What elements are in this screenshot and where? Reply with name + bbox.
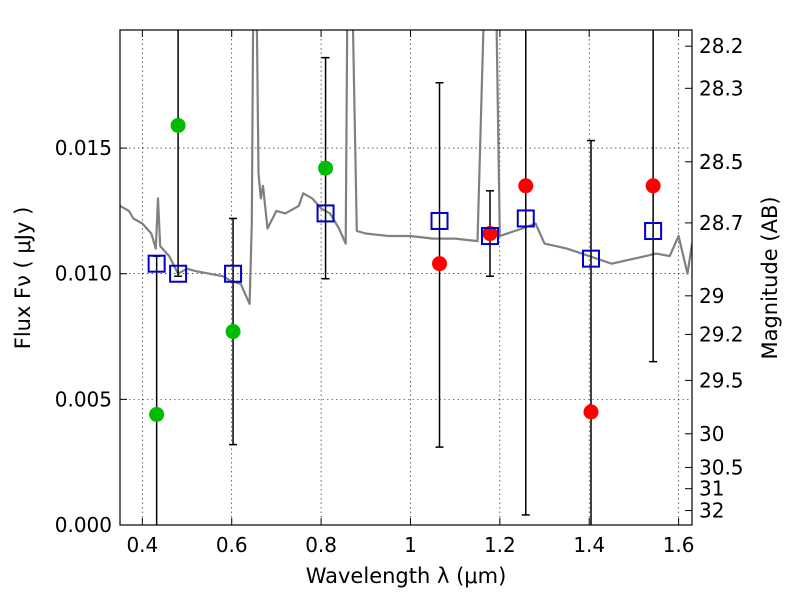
y-tick-label: 0.015	[55, 136, 112, 160]
green-data-point	[318, 160, 334, 176]
magnitude-tick-label: 30	[699, 422, 724, 446]
red-data-point	[645, 178, 661, 194]
x-axis-label: Wavelength λ (μm)	[306, 564, 507, 588]
green-data-point	[170, 117, 186, 133]
y-axis: 0.000 0.005 0.010 0.015	[55, 136, 127, 537]
magnitude-tick-label: 30.5	[699, 455, 744, 479]
red-data-point	[432, 256, 448, 272]
magnitude-axis-label: Magnitude (AB)	[758, 196, 782, 359]
x-tick-label: 1.4	[573, 533, 605, 557]
x-tick-label: 1.2	[484, 533, 516, 557]
y-tick-label: 0.010	[55, 262, 112, 286]
model-photometry-square	[169, 264, 188, 283]
magnitude-tick-label: 31	[699, 477, 724, 501]
magnitude-tick-label: 28.7	[699, 211, 744, 235]
model-photometry-square	[481, 227, 500, 246]
model-photometry-square	[430, 211, 449, 230]
x-tick-label: 1	[404, 533, 417, 557]
model-spectrum-line	[120, 30, 692, 305]
model-photometry-square	[224, 264, 243, 283]
red-data-point	[583, 404, 599, 420]
magnitude-tick-label: 29	[699, 284, 724, 308]
magnitude-tick-label: 28.2	[699, 34, 744, 58]
magnitude-tick-label: 32	[699, 499, 724, 523]
red-data-point	[482, 226, 498, 242]
model-photometry-square	[316, 204, 335, 223]
model-photometry-square	[644, 222, 663, 241]
model-photometry-square	[516, 209, 535, 228]
x-axis: 0.4 0.6 0.8 1 1.2 1.4 1.6	[126, 30, 695, 557]
magnitude-tick-label: 28.3	[699, 76, 744, 100]
green-data-point	[225, 324, 241, 340]
y-tick-label: 0.000	[55, 513, 112, 537]
model-photometry-square	[147, 254, 166, 273]
y-axis-label: Flux Fν ( μJy )	[11, 207, 35, 350]
x-tick-label: 1.6	[663, 533, 695, 557]
plot-frame	[119, 29, 693, 526]
magnitude-tick-label: 28.5	[699, 150, 744, 174]
y-tick-label: 0.005	[55, 387, 112, 411]
green-data-point	[149, 406, 165, 422]
x-tick-label: 0.6	[216, 533, 248, 557]
magnitude-tick-label: 29.2	[699, 322, 744, 346]
plot-area	[120, 30, 692, 525]
red-data-point	[518, 178, 534, 194]
model-photometry-square	[582, 249, 601, 268]
x-tick-label: 0.8	[305, 533, 337, 557]
x-tick-label: 0.4	[126, 533, 158, 557]
grid-lines	[120, 30, 692, 526]
magnitude-tick-label: 29.5	[699, 368, 744, 392]
